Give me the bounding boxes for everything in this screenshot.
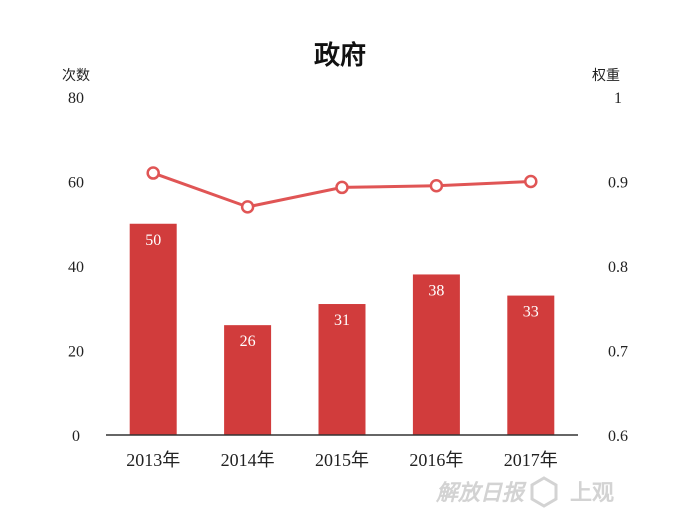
bar-value-label: 31 [334,312,350,329]
bar-value-label: 33 [523,304,539,321]
line-point [335,180,349,195]
right-tick-label: 0.7 [608,344,628,361]
bar [318,304,366,435]
x-tick-label: 2016年 [409,450,463,470]
x-tick-label: 2014年 [221,450,275,470]
bar-value-label: 38 [428,282,444,299]
bar [412,274,460,435]
right-axis-label: 权重 [592,68,620,84]
left-tick-label: 60 [68,175,84,192]
left-axis-label: 次数 [62,68,90,84]
left-tick-label: 0 [72,428,80,445]
x-tick-label: 2015年 [315,450,369,470]
left-tick-label: 40 [68,259,84,276]
watermark: 解放日报 上观 [435,476,614,508]
line-point [524,174,538,189]
watermark-brand-text: 上观 [570,481,614,506]
bar [507,295,555,435]
bar [129,223,177,435]
right-tick-label: 0.6 [608,428,628,445]
x-tick-label: 2017年 [504,450,558,470]
bar-series: 50 26 31 38 33 [129,223,555,435]
line-point [429,178,444,193]
x-axis-ticks: 2013年 2014年 2015年 2016年 2017年 [126,450,558,470]
left-tick-label: 80 [68,90,84,107]
right-tick-label: 0.9 [608,175,628,192]
left-axis-ticks: 0 20 40 60 80 [68,90,84,445]
line-point [240,200,255,214]
left-tick-label: 20 [68,344,84,361]
bar [224,325,272,435]
line-series [146,166,538,214]
right-tick-label: 1 [614,90,622,107]
right-tick-label: 0.8 [608,259,628,276]
bar-value-label: 50 [145,232,161,249]
right-axis-ticks: 0.6 0.7 0.8 0.9 1 [608,90,628,445]
watermark-logo-icon [530,476,558,508]
watermark-logo-text: 解放日报 [435,480,527,506]
chart-title: 政府 [314,40,366,71]
x-tick-label: 2013年 [126,450,180,470]
line-point [146,166,160,180]
bar-value-label: 26 [240,333,256,350]
